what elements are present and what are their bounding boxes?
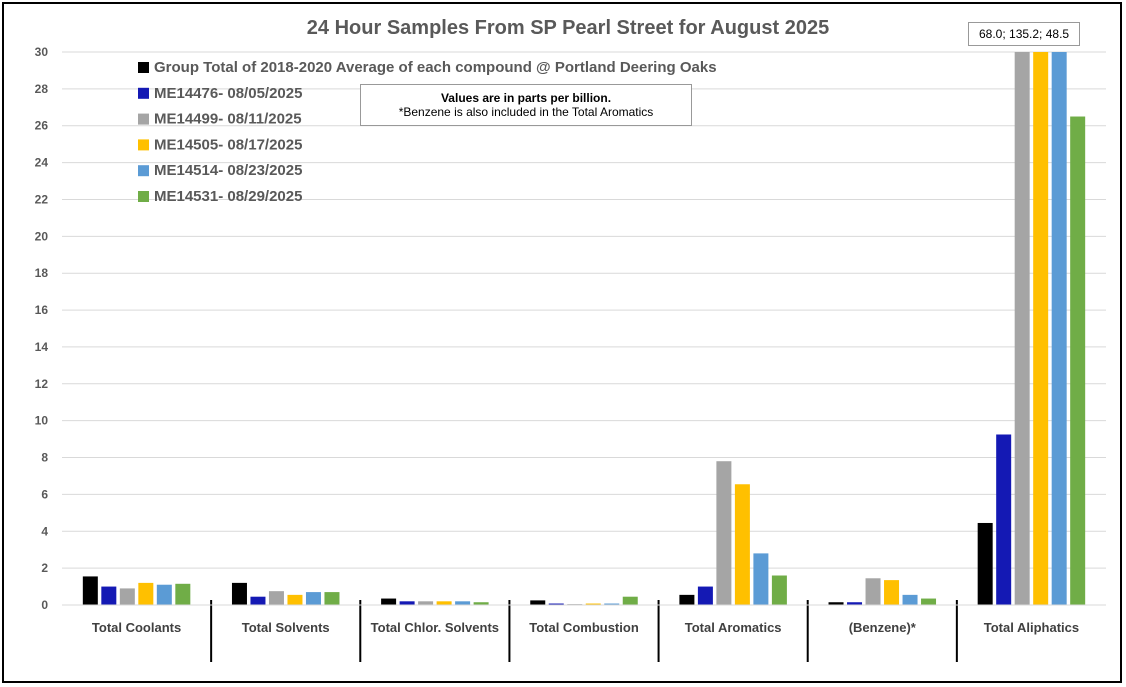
bar	[585, 603, 601, 605]
legend-swatch	[138, 165, 149, 177]
bar	[1014, 52, 1030, 605]
bar	[175, 583, 191, 605]
bar	[977, 522, 993, 605]
bar	[902, 594, 918, 605]
legend-swatch	[138, 62, 149, 73]
bar	[101, 586, 117, 605]
y-tick-label: 30	[35, 45, 49, 59]
bar	[996, 434, 1012, 605]
y-tick-label: 6	[41, 487, 48, 501]
bar	[548, 603, 564, 605]
bar	[1033, 52, 1049, 605]
bar	[381, 598, 397, 605]
y-tick-label: 20	[35, 229, 49, 243]
bar	[884, 580, 900, 605]
legend-label: Group Total of 2018-2020 Average of each…	[154, 59, 717, 76]
chart-title: 24 Hour Samples From SP Pearl Street for…	[307, 17, 829, 39]
units-note: Values are in parts per billion. *Benzen…	[360, 84, 692, 126]
legend-swatch	[138, 191, 149, 202]
bar	[1051, 52, 1067, 605]
bar	[865, 578, 881, 605]
units-note-body: *Benzene is also included in the Total A…	[398, 105, 654, 119]
bar	[679, 594, 695, 605]
y-tick-label: 10	[35, 414, 49, 428]
bar	[847, 602, 863, 605]
y-tick-label: 18	[35, 266, 49, 280]
bar	[716, 461, 732, 605]
bar	[287, 594, 303, 605]
bar	[231, 582, 247, 605]
legend-swatch	[138, 139, 149, 151]
y-tick-label: 4	[41, 524, 48, 538]
legend-label: ME14499- 08/11/2025	[154, 111, 302, 128]
x-tick-label: Total Aromatics	[685, 620, 782, 635]
x-tick-label: (Benzene)*	[849, 620, 917, 635]
bar	[622, 596, 638, 605]
bar	[82, 576, 98, 605]
bar-chart: 24 Hour Samples From SP Pearl Street for…	[35, 17, 1106, 662]
bar	[156, 584, 172, 605]
legend-label: ME14476- 08/05/2025	[154, 85, 302, 102]
x-tick-label: Total Coolants	[92, 620, 181, 635]
x-tick-label: Total Solvents	[242, 620, 330, 635]
bar	[268, 591, 284, 605]
bar	[697, 586, 713, 605]
bar	[399, 601, 415, 605]
bar	[771, 575, 787, 605]
legend-label: ME14505- 08/17/2025	[154, 136, 302, 153]
bar	[473, 602, 489, 605]
y-tick-label: 22	[35, 192, 49, 206]
bar	[455, 601, 471, 605]
bar	[921, 598, 937, 605]
x-tick-label: Total Combustion	[529, 620, 639, 635]
offscale-values-label: 68.0; 135.2; 48.5	[968, 22, 1081, 46]
bar	[1070, 116, 1086, 606]
y-tick-label: 0	[41, 598, 48, 612]
bar	[734, 484, 750, 605]
bar	[530, 600, 546, 605]
legend-label: ME14531- 08/29/2025	[154, 188, 302, 205]
y-tick-label: 16	[35, 303, 49, 317]
units-note-title: Values are in parts per billion.	[440, 91, 612, 105]
bar	[828, 602, 844, 605]
legend-swatch	[138, 113, 149, 125]
bar	[250, 596, 266, 605]
x-tick-label: Total Aliphatics	[984, 620, 1079, 635]
legend-label: ME14514- 08/23/2025	[154, 162, 302, 179]
bar	[305, 592, 321, 605]
bar	[604, 603, 620, 605]
bar	[119, 588, 135, 605]
y-tick-label: 8	[41, 451, 48, 465]
bar	[418, 601, 434, 605]
bar	[138, 582, 154, 605]
y-tick-label: 28	[35, 82, 49, 96]
y-tick-label: 2	[41, 561, 48, 575]
y-tick-label: 12	[35, 377, 49, 391]
x-tick-label: Total Chlor. Solvents	[371, 620, 499, 635]
y-tick-label: 26	[35, 119, 49, 133]
bar	[324, 592, 340, 605]
y-tick-label: 14	[35, 340, 49, 354]
bar	[436, 601, 452, 605]
y-tick-label: 24	[35, 156, 49, 170]
bar	[753, 553, 769, 605]
legend-swatch	[138, 87, 149, 99]
